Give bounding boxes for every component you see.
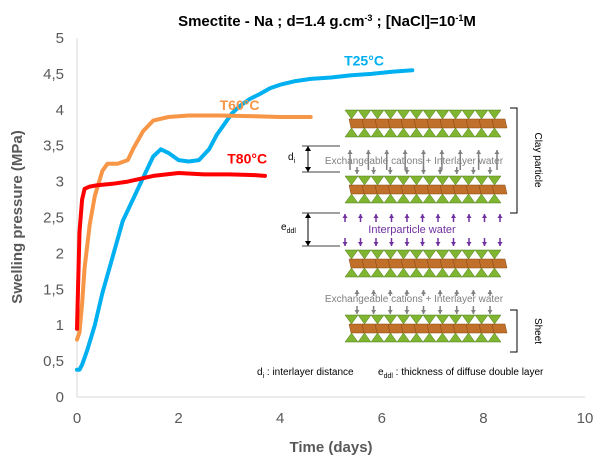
clay-sheets bbox=[344, 109, 508, 343]
sheet-label: Sheet bbox=[532, 318, 543, 344]
clay-sheet bbox=[344, 249, 508, 278]
x-tick-label: 10 bbox=[577, 410, 594, 427]
series-label: T60°C bbox=[220, 97, 260, 113]
x-tick-label: 6 bbox=[378, 410, 386, 427]
exchangeable-label-top: Exchangeable cations + Interlayer water bbox=[325, 156, 504, 167]
y-tick-label: 0 bbox=[56, 389, 64, 406]
y-tick-label: 2,5 bbox=[43, 210, 64, 227]
y-tick-labels: 0 0,5 1 1,5 2 2,5 3 3,5 4 4,5 5 bbox=[43, 30, 64, 406]
cation-arrows-top bbox=[347, 150, 500, 174]
y-tick-label: 0,5 bbox=[43, 353, 64, 370]
y-tick-label: 5 bbox=[56, 30, 64, 47]
clay-sheet bbox=[344, 314, 508, 343]
x-tick-label: 8 bbox=[479, 410, 487, 427]
y-tick-label: 2 bbox=[56, 245, 64, 262]
exchangeable-label-bottom: Exchangeable cations + Interlayer water bbox=[325, 294, 504, 305]
y-tick-label: 4,5 bbox=[43, 66, 64, 83]
interparticle-water-label: Interparticle water bbox=[368, 224, 456, 236]
x-tick-label: 4 bbox=[276, 410, 284, 427]
eddl-label: eddl bbox=[281, 222, 296, 235]
clay-structure-diagram: Exchangeable cations + Interlayer water … bbox=[257, 107, 544, 380]
y-tick-label: 4 bbox=[56, 102, 64, 119]
series-label: T25°C bbox=[344, 52, 384, 68]
x-tick-labels: 0 2 4 6 8 10 bbox=[73, 410, 594, 427]
cation-arrows-bottom bbox=[354, 290, 493, 314]
series-line bbox=[75, 113, 313, 342]
y-tick-label: 3 bbox=[56, 174, 64, 191]
data-series bbox=[75, 68, 415, 372]
y-tick-label: 3,5 bbox=[43, 138, 64, 155]
di-label: di bbox=[288, 152, 296, 165]
di-dimension: di bbox=[288, 145, 340, 173]
clay-particle-label: Clay particle bbox=[532, 132, 543, 187]
x-tick-label: 0 bbox=[73, 410, 81, 427]
eddl-dimension: eddl bbox=[281, 212, 340, 247]
y-tick-label: 1 bbox=[56, 317, 64, 334]
clay-sheet bbox=[344, 109, 508, 138]
series-line bbox=[75, 171, 267, 331]
series-label: T80°C bbox=[227, 151, 267, 167]
interparticle-water-arrows bbox=[342, 214, 503, 246]
clay-particle-bracket: Clay particle bbox=[510, 107, 543, 214]
chart-title: Smectite - Na ; d=1.4 g.cm-3 ; [NaCl]=10… bbox=[178, 13, 476, 30]
legend-eddl: eddl : thickness of diffuse double layer bbox=[378, 367, 544, 380]
clay-sheet bbox=[344, 175, 508, 204]
x-tick-label: 2 bbox=[174, 410, 182, 427]
legend-di: di : interlayer distance bbox=[257, 367, 354, 380]
series-labels: T25°C T60°C T80°C bbox=[220, 52, 384, 166]
x-axis-title: Time (days) bbox=[289, 439, 372, 456]
y-axis-title: Swelling pressure (MPa) bbox=[9, 130, 26, 303]
series-line bbox=[75, 68, 415, 372]
sheet-bracket: Sheet bbox=[510, 309, 543, 353]
y-tick-label: 1,5 bbox=[43, 281, 64, 298]
